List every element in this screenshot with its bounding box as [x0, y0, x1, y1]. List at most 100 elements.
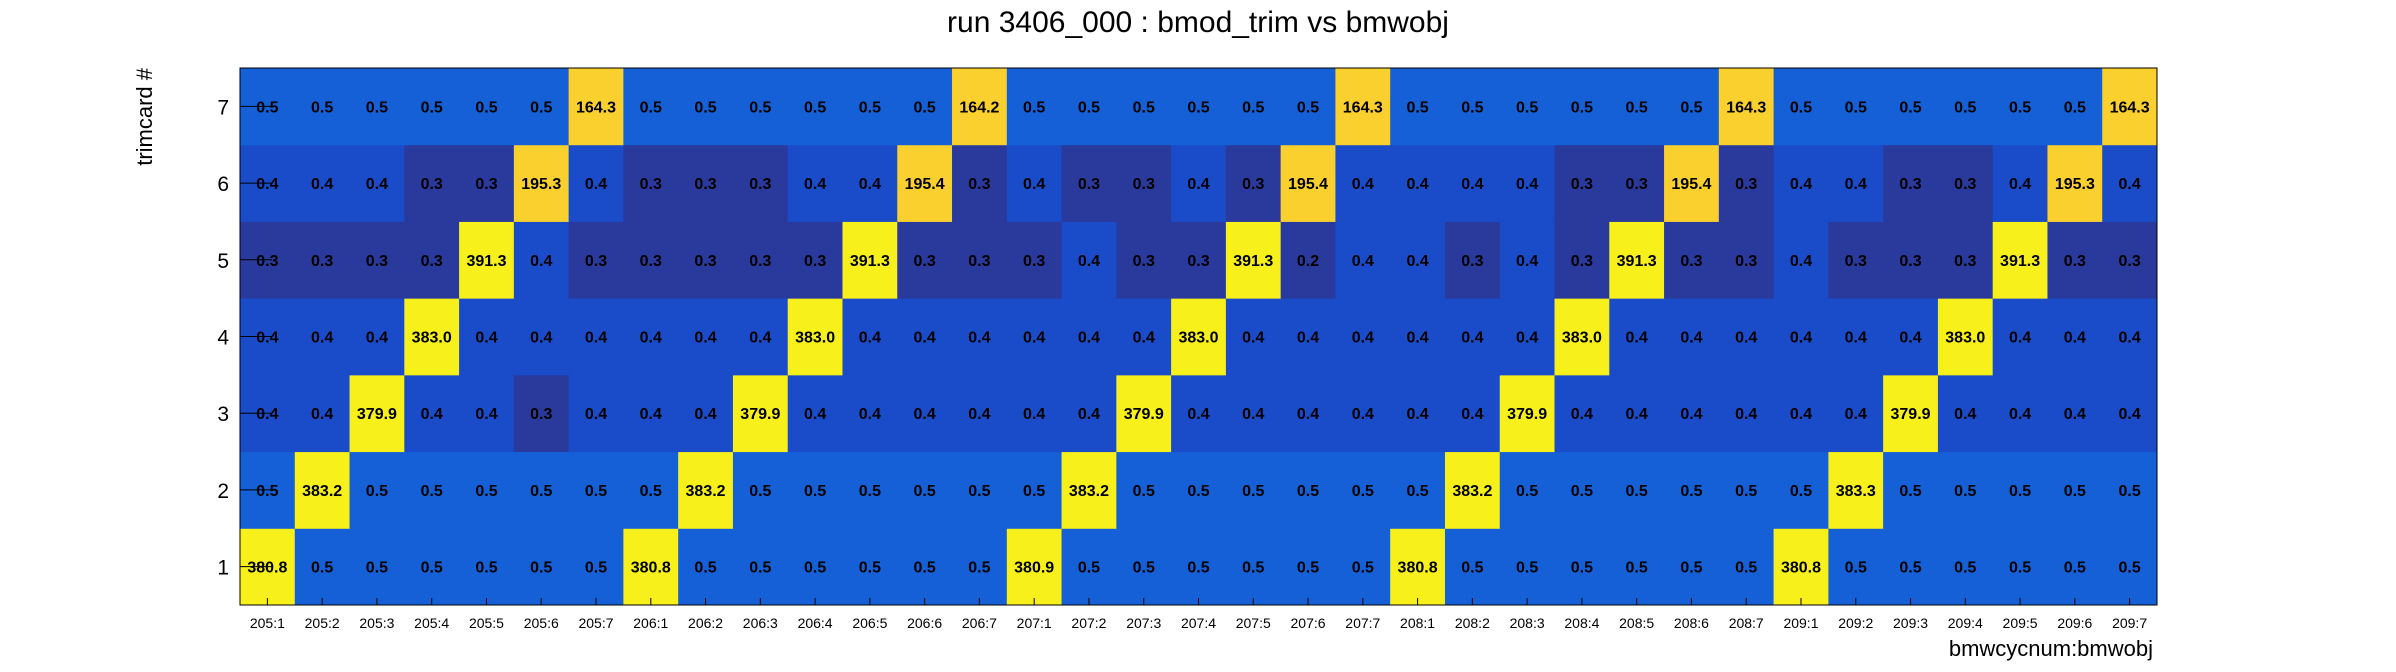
- cell-value-label: 380.8: [1398, 560, 1438, 577]
- cell-value-label: 0.4: [585, 330, 607, 347]
- heatmap-cell: [1061, 298, 1117, 376]
- heatmap-cell: [678, 451, 734, 529]
- heatmap-cell: [623, 144, 679, 222]
- heatmap-cell: [349, 374, 405, 453]
- heatmap-cell: [732, 144, 789, 222]
- heatmap-cell: [513, 451, 570, 529]
- heatmap-cell: [1390, 68, 1446, 146]
- heatmap-cell: [1499, 451, 1556, 529]
- heatmap-cell: [842, 144, 898, 222]
- heatmap-cell: [732, 221, 789, 299]
- y-axis-ticks: 1 2 3 4 5 6 7: [217, 96, 272, 580]
- cell-value-label: 383.0: [412, 330, 452, 347]
- heatmap-cell: [787, 451, 843, 529]
- x-tick-label: 206:3: [743, 615, 778, 631]
- x-tick-label: 205:2: [305, 615, 340, 631]
- heatmap-cell: [1061, 528, 1117, 606]
- cell-value-label: 0.4: [366, 176, 388, 193]
- heatmap-cell: [1006, 144, 1063, 222]
- x-tick-label: 205:5: [469, 615, 504, 631]
- heatmap-cell: [1609, 68, 1665, 146]
- heatmap-cell: [568, 374, 624, 453]
- cell-value-label: 0.4: [585, 406, 607, 423]
- heatmap-cell: [404, 528, 460, 606]
- x-tick-label: 209:1: [1783, 615, 1818, 631]
- heatmap-cell: [1664, 374, 1720, 453]
- cell-value-label: 0.4: [530, 330, 552, 347]
- heatmap-cell: [1828, 298, 1884, 376]
- cell-value-label: 0.4: [2118, 330, 2140, 347]
- x-tick-label: 207:5: [1236, 615, 1271, 631]
- y-tick-label: 1: [217, 557, 229, 580]
- cell-value-label: 0.5: [640, 99, 662, 116]
- heatmap-cell: [1499, 68, 1556, 146]
- cell-value-label: 391.3: [1617, 253, 1657, 270]
- y-tick-label: 3: [217, 403, 229, 426]
- heatmap-cell: [1116, 68, 1172, 146]
- cell-value-label: 0.3: [421, 253, 443, 270]
- heatmap-cell: [842, 298, 898, 376]
- cell-value-label: 0.4: [1352, 253, 1374, 270]
- heatmap-cell: [1992, 528, 2048, 606]
- cell-value-label: 0.5: [1023, 483, 1045, 500]
- cell-value-label: 0.5: [421, 483, 443, 500]
- cell-value-label: 0.5: [1297, 99, 1319, 116]
- heatmap-cell: [1335, 221, 1391, 299]
- heatmap-cell: [459, 528, 515, 606]
- heatmap-cell: [1609, 144, 1665, 222]
- heatmap-cell: [1883, 144, 1939, 222]
- cell-value-label: 0.5: [1516, 483, 1538, 500]
- heatmap-cell: [623, 451, 679, 529]
- heatmap-cell: [623, 221, 679, 299]
- cell-value-label: 0.3: [1187, 253, 1209, 270]
- cell-value-label: 0.5: [1571, 99, 1593, 116]
- heatmap-cell: [1554, 221, 1610, 299]
- cell-value-label: 0.3: [640, 176, 662, 193]
- cell-value-label: 0.5: [2118, 483, 2140, 500]
- heatmap-cell: [1335, 528, 1391, 606]
- heatmap-cell: [568, 68, 624, 146]
- cell-value-label: 0.4: [585, 176, 607, 193]
- y-tick-label: 6: [217, 173, 229, 196]
- heatmap-cell: [2047, 68, 2103, 146]
- cell-value-label: 0.5: [1626, 560, 1648, 577]
- y-tick-label: 4: [217, 327, 229, 350]
- heatmap-cell: [1116, 298, 1172, 376]
- heatmap-cell: [1664, 528, 1720, 606]
- x-tick-label: 207:7: [1345, 615, 1380, 631]
- cell-value-label: 0.4: [1790, 176, 1812, 193]
- heatmap-cell: [787, 144, 843, 222]
- cell-value-label: 0.5: [1954, 483, 1976, 500]
- cell-value-label: 0.3: [1954, 176, 1976, 193]
- cell-value-label: 0.3: [1023, 253, 1045, 270]
- cell-value-label: 0.4: [1626, 406, 1648, 423]
- cell-value-label: 0.5: [1242, 483, 1264, 500]
- cell-value-label: 0.4: [859, 176, 881, 193]
- cell-value-label: 0.5: [1680, 483, 1702, 500]
- cell-value-label: 0.5: [1899, 560, 1921, 577]
- cell-value-label: 195.3: [2055, 176, 2095, 193]
- heatmap-cell: [1171, 221, 1227, 299]
- heatmap-cell: [897, 68, 953, 146]
- heatmap-cell: [1718, 221, 1775, 299]
- heatmap-cell: [1225, 374, 1282, 453]
- x-tick-label: 209:2: [1838, 615, 1873, 631]
- cell-value-label: 0.5: [640, 483, 662, 500]
- heatmap-cell: [459, 374, 515, 453]
- heatmap-cell: [1280, 451, 1336, 529]
- cell-value-label: 0.5: [1735, 560, 1757, 577]
- cell-value-label: 0.4: [256, 176, 278, 193]
- heatmap-cell: [1116, 528, 1172, 606]
- cell-value-label: 0.5: [1680, 99, 1702, 116]
- cell-value-label: 0.3: [1133, 253, 1155, 270]
- cell-value-label: 0.5: [1571, 483, 1593, 500]
- heatmap-cell: [1609, 221, 1665, 299]
- cell-value-label: 0.5: [859, 99, 881, 116]
- heatmap-cell: [1444, 144, 1501, 222]
- cell-value-label: 0.5: [1187, 560, 1209, 577]
- cell-value-label: 0.4: [1845, 330, 1867, 347]
- cell-value-label: 0.5: [1790, 99, 1812, 116]
- heatmap-cell: [787, 374, 843, 453]
- x-tick-label: 206:4: [798, 615, 833, 631]
